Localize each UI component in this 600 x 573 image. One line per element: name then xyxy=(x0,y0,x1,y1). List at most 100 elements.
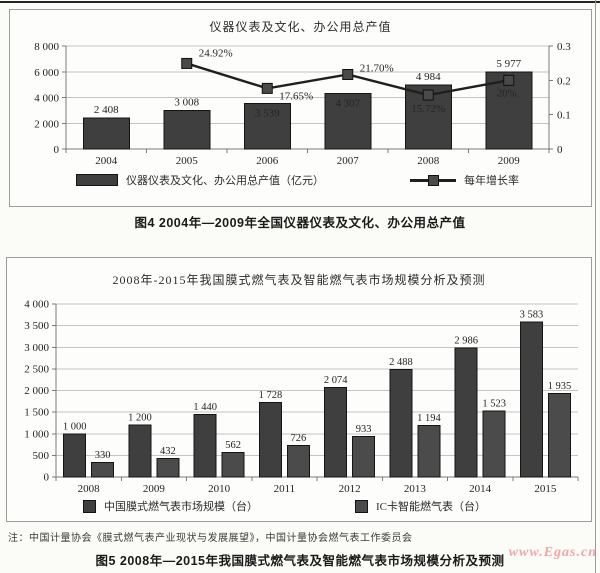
bar-2005 xyxy=(163,109,211,150)
left-axis-tick-label: 0 xyxy=(44,472,50,484)
series1-label: 中国膜式燃气表市场规模（台） xyxy=(104,501,258,513)
left-axis-tick-label: 1 000 xyxy=(24,428,49,440)
series1-value-label: 1 728 xyxy=(259,390,283,401)
left-axis-tick-label: 2 500 xyxy=(24,363,49,375)
x-axis-label: 2005 xyxy=(176,155,199,167)
line-marker xyxy=(181,57,193,69)
bar-series-swatch-icon xyxy=(76,174,118,186)
line-series-swatch-icon xyxy=(410,174,456,186)
series2-label: IC卡智能燃气表（台） xyxy=(376,501,486,513)
bar-value-label: 4 307 xyxy=(335,98,360,110)
series2-bar-2008 xyxy=(91,462,115,478)
left-axis-tick-label: 2 000 xyxy=(34,118,59,130)
right-axis-tick-label: 0.3 xyxy=(557,41,571,53)
bar-series-label: 仪器仪表及文化、办公用总产值（亿元） xyxy=(126,175,324,187)
series2-bar-2012 xyxy=(352,436,376,478)
series1-value-label: 1 000 xyxy=(63,421,87,432)
bar-value-label: 3 008 xyxy=(174,96,199,108)
x-axis-label: 2015 xyxy=(534,483,557,495)
series1-bar-2009 xyxy=(128,424,152,478)
bar-2007 xyxy=(324,93,372,150)
series1-value-label: 1 440 xyxy=(193,402,217,413)
figure5-legend: 中国膜式燃气表市场规模（台） IC卡智能燃气表（台） xyxy=(7,498,591,518)
legend-item-diaphragm-meter: 中国膜式燃气表市场规模（台） xyxy=(83,498,258,514)
x-axis-label: 2013 xyxy=(404,483,427,495)
series2-bar-2013 xyxy=(417,424,441,478)
x-axis-label: 2009 xyxy=(143,483,166,495)
series2-value-label: 933 xyxy=(356,424,372,435)
series2-bar-2015 xyxy=(547,392,571,478)
left-axis-tick-label: 500 xyxy=(33,450,50,462)
bar-value-label: 5 977 xyxy=(496,58,521,70)
growth-rate-label: 21.70% xyxy=(360,62,394,74)
line-marker xyxy=(342,68,354,80)
series2-swatch-icon xyxy=(355,499,368,513)
line-marker xyxy=(261,82,273,94)
bar-2004 xyxy=(82,117,130,150)
bar-value-label: 2 408 xyxy=(94,104,119,116)
series1-swatch-icon xyxy=(83,499,96,513)
series1-value-label: 3 583 xyxy=(520,310,544,321)
figure4-legend: 仪器仪表及文化、办公用总产值（亿元） 每年增长率 xyxy=(10,172,591,192)
series1-bar-2013 xyxy=(389,368,413,478)
figure5-plot-area: 0 500 1 000 1 500 2 000 2 500 3 000 3 500 4 000 1… xyxy=(24,299,579,495)
legend-item-growth-rate: 每年增长率 xyxy=(410,172,519,188)
left-axis-tick-label: 1 500 xyxy=(24,407,49,419)
right-axis-tick-label: 0.2 xyxy=(557,75,571,87)
left-axis-tick-label: 8 000 xyxy=(34,41,59,53)
series1-value-label: 1 200 xyxy=(128,413,152,424)
series2-value-label: 432 xyxy=(160,446,176,457)
source-note: 注：中国计量协会《膜式燃气表产业现状与发展展望》，中国计量协会燃气表工作委员会 xyxy=(8,533,413,544)
series2-value-label: 1 523 xyxy=(482,399,506,410)
left-axis-tick-label: 4 000 xyxy=(34,93,59,105)
figure5-panel: 2008年-2015年我国膜式燃气表及智能燃气表市场规模分析及预测 0 500 1 … xyxy=(6,257,592,522)
series2-bar-2009 xyxy=(156,457,180,478)
series1-bar-2011 xyxy=(258,401,282,478)
legend-item-ic-card-meter: IC卡智能燃气表（台） xyxy=(355,498,486,514)
series1-bar-2008 xyxy=(63,433,87,478)
figure5-caption: 图5 2008年—2015年我国膜式燃气表及智能燃气表市场规模分析及预测 xyxy=(95,554,505,568)
series1-value-label: 2 488 xyxy=(389,357,413,368)
series2-bar-2014 xyxy=(482,410,506,478)
series1-value-label: 2 986 xyxy=(454,335,478,346)
figure4-panel: 仪器仪表及文化、办公用总产值 0 2 000 4 000 6 000 8 000 0 0.1… xyxy=(9,9,592,207)
right-axis-tick-label: 0 xyxy=(557,144,563,156)
legend-item-output-value: 仪器仪表及文化、办公用总产值（亿元） xyxy=(76,172,324,188)
series1-bar-2015 xyxy=(519,321,543,478)
series2-value-label: 1 935 xyxy=(548,381,572,392)
series2-bar-2010 xyxy=(221,452,245,478)
x-axis-label: 2009 xyxy=(498,155,521,167)
left-axis-tick-label: 3 500 xyxy=(24,320,49,332)
figure4-plot-area: 0 2 000 4 000 6 000 8 000 0 0.1 0.2 0.3 2 408 2004… xyxy=(34,41,571,167)
series1-bar-2014 xyxy=(454,347,478,478)
left-axis-tick-label: 4 000 xyxy=(24,299,49,311)
bar-value-label: 3 539 xyxy=(255,107,280,119)
series2-bar-2011 xyxy=(286,445,310,478)
line-marker xyxy=(422,89,434,101)
x-axis-label: 2011 xyxy=(274,483,296,495)
series1-value-label: 2 074 xyxy=(324,375,348,386)
x-axis-label: 2012 xyxy=(339,483,361,495)
watermark: www.Egas.cn xyxy=(508,545,597,560)
growth-rate-label: 20% xyxy=(497,87,517,99)
x-axis-label: 2014 xyxy=(469,483,492,495)
line-series-label: 每年增长率 xyxy=(464,175,519,187)
x-axis-label: 2004 xyxy=(95,155,118,167)
growth-rate-label: 24.92% xyxy=(199,47,233,59)
series2-value-label: 1 194 xyxy=(417,413,441,424)
bar-value-label: 4 984 xyxy=(416,71,441,83)
figure4-caption: 图4 2004年—2009年全国仪器仪表及文化、办公用总产值 xyxy=(134,216,466,230)
growth-rate-label: 17.65% xyxy=(279,90,313,102)
page-top-rule xyxy=(0,1,600,3)
page-right-rule xyxy=(595,0,596,573)
x-axis-label: 2010 xyxy=(208,483,231,495)
left-axis-tick-label: 0 xyxy=(54,144,60,156)
left-axis-tick-label: 2 000 xyxy=(24,385,49,397)
x-axis-label: 2006 xyxy=(256,155,279,167)
series2-value-label: 330 xyxy=(95,450,111,461)
left-axis-tick-label: 6 000 xyxy=(34,67,59,79)
growth-rate-label: 15.72% xyxy=(411,103,445,115)
right-axis-tick-label: 0.1 xyxy=(557,110,571,122)
x-axis-label: 2007 xyxy=(337,155,360,167)
bar-2006 xyxy=(243,102,291,150)
